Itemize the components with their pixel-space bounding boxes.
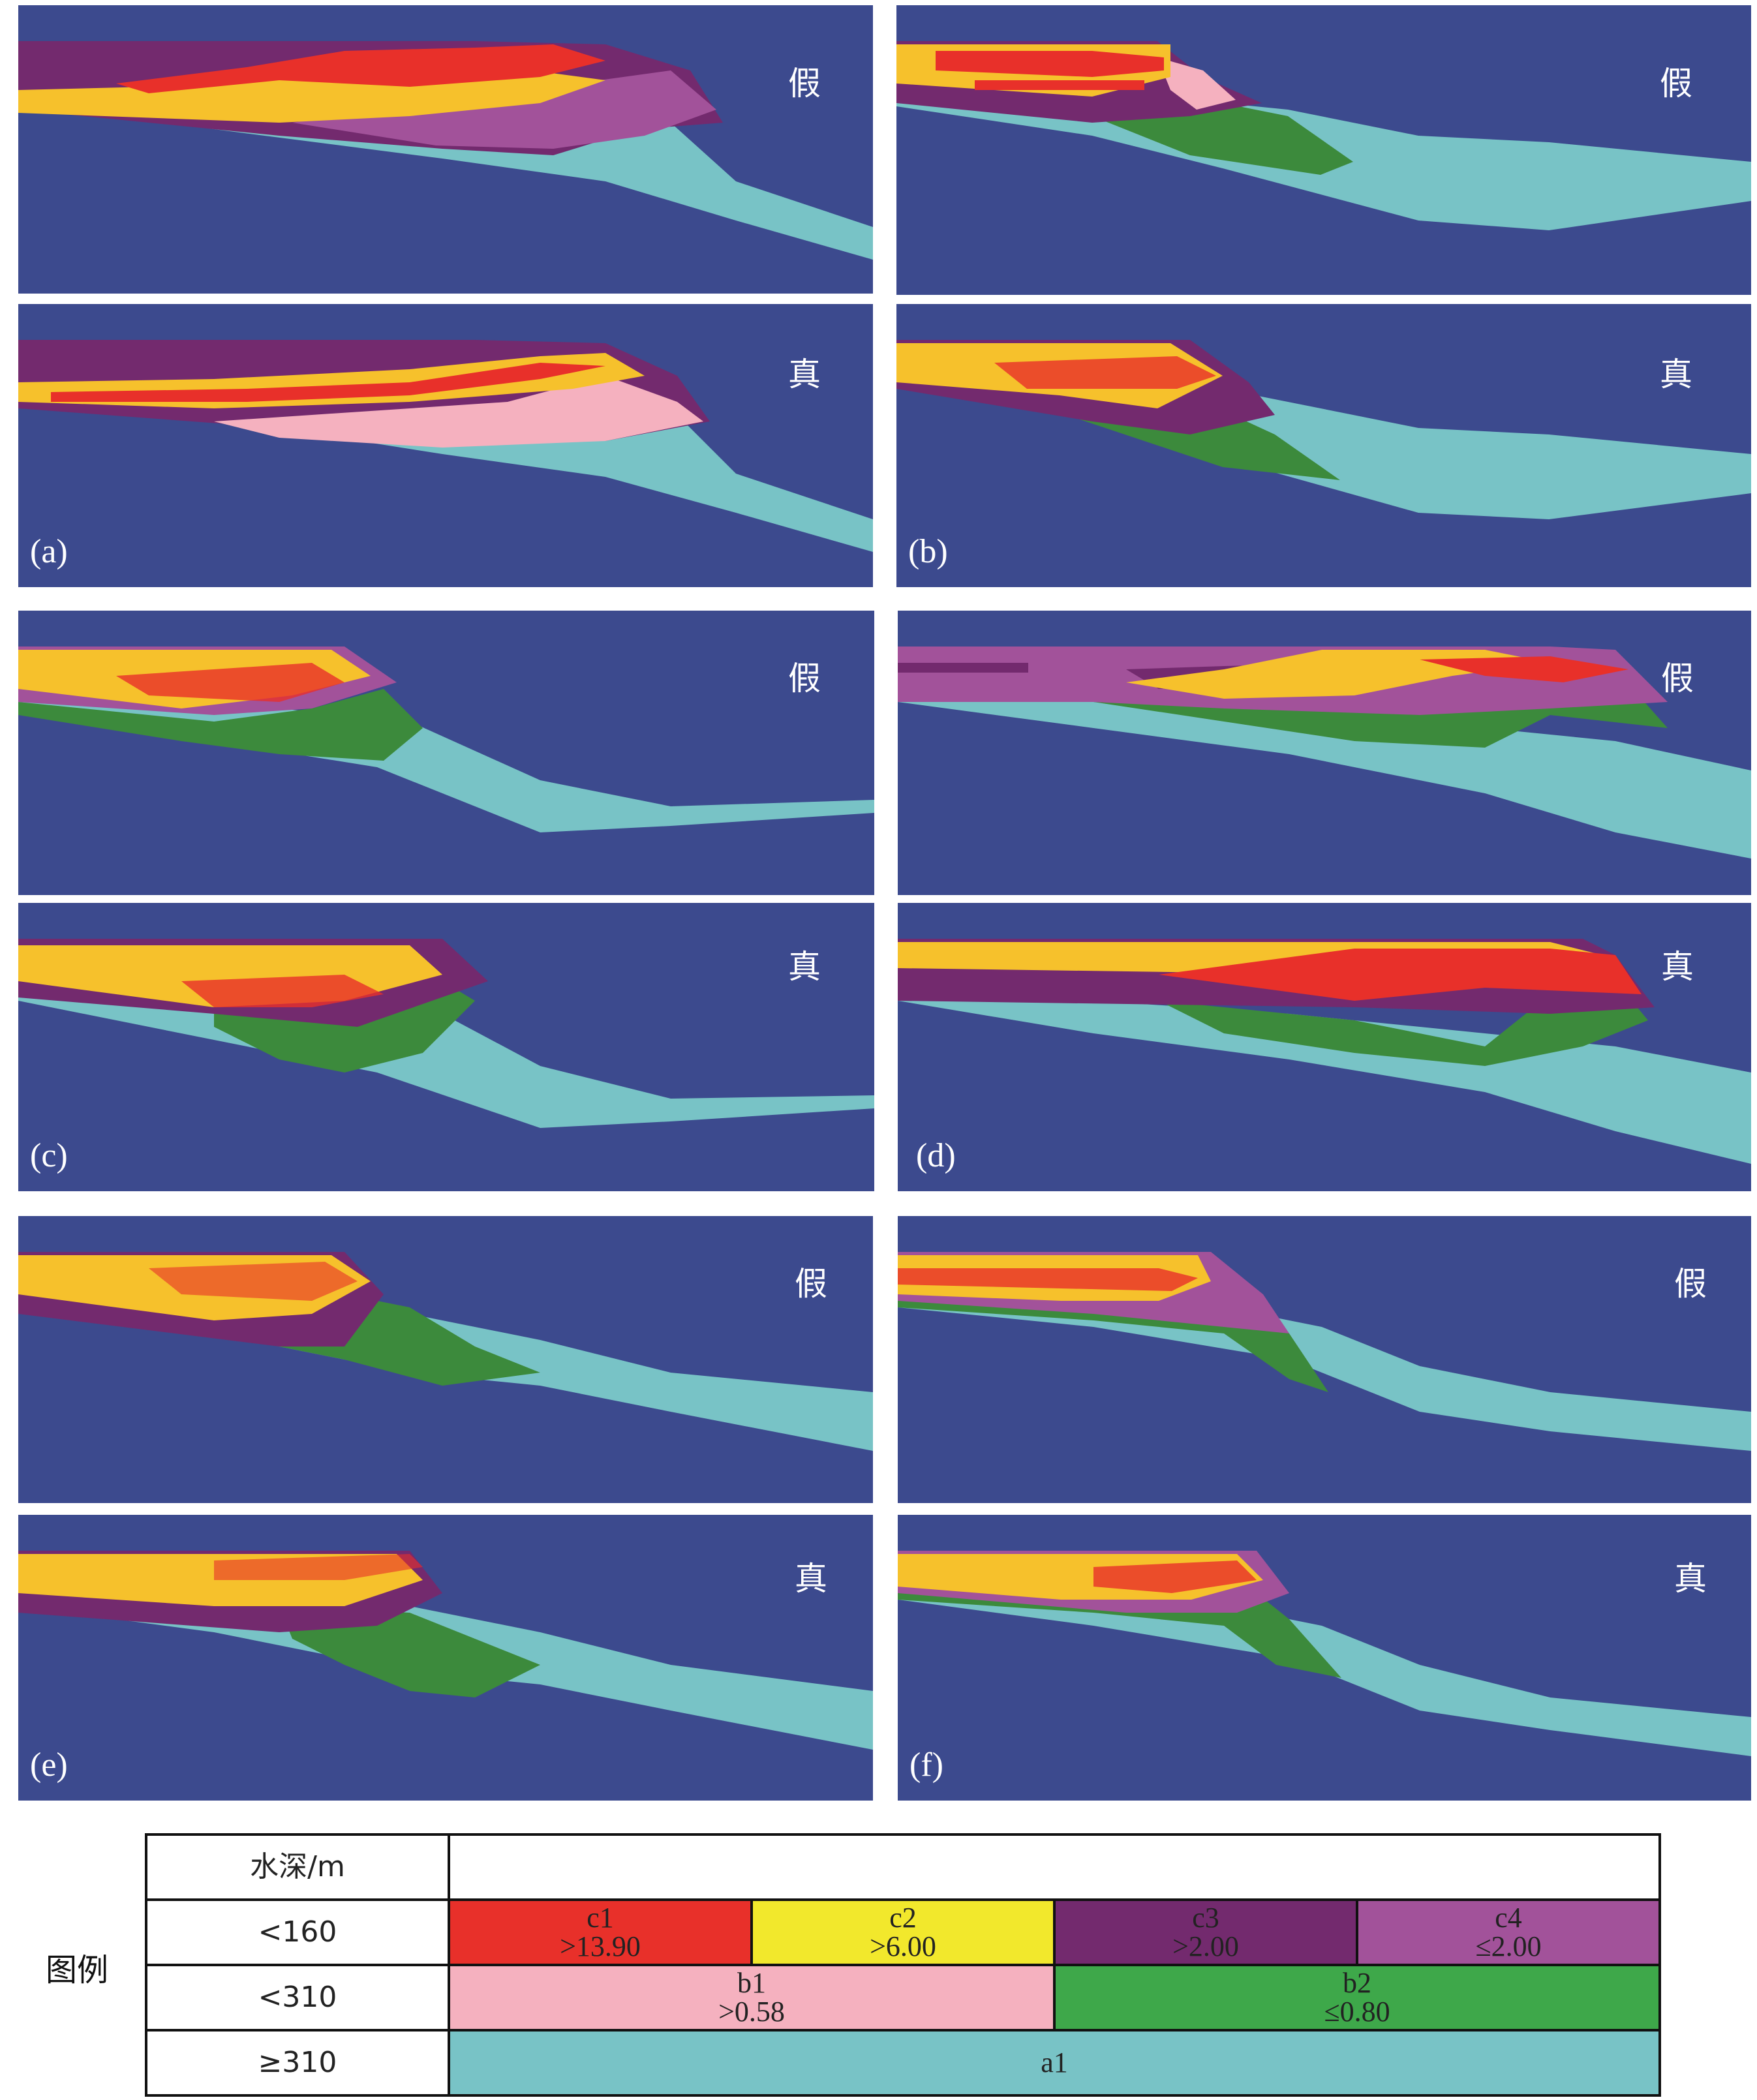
panel-e-true: 真 (e) xyxy=(18,1515,873,1801)
legend-code: b1 xyxy=(737,1967,766,1999)
legend-value: >0.58 xyxy=(718,1996,785,2028)
legend-swatch-c4: c4 ≤2.00 xyxy=(1356,1898,1661,1966)
legend-code: c4 xyxy=(1495,1902,1522,1934)
panel-label: (a) xyxy=(30,533,68,570)
sediment-map xyxy=(898,647,1751,859)
legend-header-empty xyxy=(448,1833,1661,1901)
legend-code: c2 xyxy=(889,1902,917,1934)
panel-a-true: 真 (a) xyxy=(18,304,873,587)
tag-false: 假 xyxy=(1660,65,1692,102)
legend-swatch-c2: c2 >6.00 xyxy=(750,1898,1056,1966)
panel-b-true: 真 (b) xyxy=(896,304,1751,587)
panel-label: (d) xyxy=(916,1137,956,1174)
legend-code: b2 xyxy=(1343,1967,1371,1999)
legend-depth-1: <160 xyxy=(145,1898,450,1966)
legend-code: c1 xyxy=(587,1902,614,1934)
panel-d-false: 假 xyxy=(898,611,1751,895)
legend-header-label: 水深/m xyxy=(145,1833,450,1901)
tag-true: 真 xyxy=(1660,356,1692,393)
legend-value: >6.00 xyxy=(870,1930,936,1962)
legend-depth-3: ≥310 xyxy=(145,2029,450,2097)
sediment-map xyxy=(18,939,874,1128)
panel-b-false: 假 xyxy=(896,5,1751,295)
legend-value: >13.90 xyxy=(560,1930,641,1962)
panel-f-false: 假 xyxy=(898,1216,1751,1503)
panel-label: (c) xyxy=(30,1137,68,1174)
tag-false: 假 xyxy=(1661,660,1694,697)
panel-c-false: 假 xyxy=(18,611,874,895)
tag-false: 假 xyxy=(1674,1265,1707,1303)
legend-swatch-a1: a1 xyxy=(448,2029,1661,2097)
tag-true: 真 xyxy=(795,1560,827,1598)
tag-false: 假 xyxy=(788,65,821,102)
panel-f-true: 真 (f) xyxy=(898,1515,1751,1801)
tag-true: 真 xyxy=(1661,948,1694,986)
legend-swatch-b1: b1 >0.58 xyxy=(448,1964,1056,2032)
panel-label: (f) xyxy=(909,1746,943,1784)
sediment-map xyxy=(898,1252,1751,1451)
tag-true: 真 xyxy=(788,356,821,393)
tag-false: 假 xyxy=(795,1265,827,1303)
legend-depth-2: <310 xyxy=(145,1964,450,2032)
sediment-map xyxy=(898,1551,1751,1756)
panel-a-false: 假 xyxy=(18,5,873,294)
legend-table: 水深/m <160 c1 >13.90 c2 >6.00 c3 >2.00 c4… xyxy=(145,1833,1661,2097)
sediment-map xyxy=(18,647,874,832)
sediment-map xyxy=(898,939,1751,1164)
tag-false: 假 xyxy=(788,660,821,697)
sediment-map xyxy=(18,41,873,260)
panel-d-true: 真 (d) xyxy=(898,903,1751,1191)
legend-value: >2.00 xyxy=(1172,1930,1239,1962)
panel-c-true: 真 (c) xyxy=(18,903,874,1191)
legend-code: a1 xyxy=(1041,2047,1068,2078)
panel-label: (b) xyxy=(908,533,948,570)
legend-swatch-c3: c3 >2.00 xyxy=(1053,1898,1358,1966)
tag-true: 真 xyxy=(1674,1560,1707,1598)
sediment-map xyxy=(896,340,1751,519)
sediment-map xyxy=(18,1252,873,1451)
legend-code: c3 xyxy=(1192,1902,1219,1934)
legend-title: 图例 xyxy=(46,1952,109,1988)
sediment-map xyxy=(18,340,873,552)
legend-swatch-b2: b2 ≤0.80 xyxy=(1053,1964,1661,2032)
panel-e-false: 假 xyxy=(18,1216,873,1503)
sediment-map xyxy=(18,1551,873,1750)
legend-value: ≤2.00 xyxy=(1475,1930,1542,1962)
tag-true: 真 xyxy=(788,948,821,986)
panel-label: (e) xyxy=(30,1746,68,1784)
legend-swatch-c1: c1 >13.90 xyxy=(448,1898,753,1966)
legend-value: ≤0.80 xyxy=(1324,1996,1390,2028)
sediment-map xyxy=(896,41,1751,230)
